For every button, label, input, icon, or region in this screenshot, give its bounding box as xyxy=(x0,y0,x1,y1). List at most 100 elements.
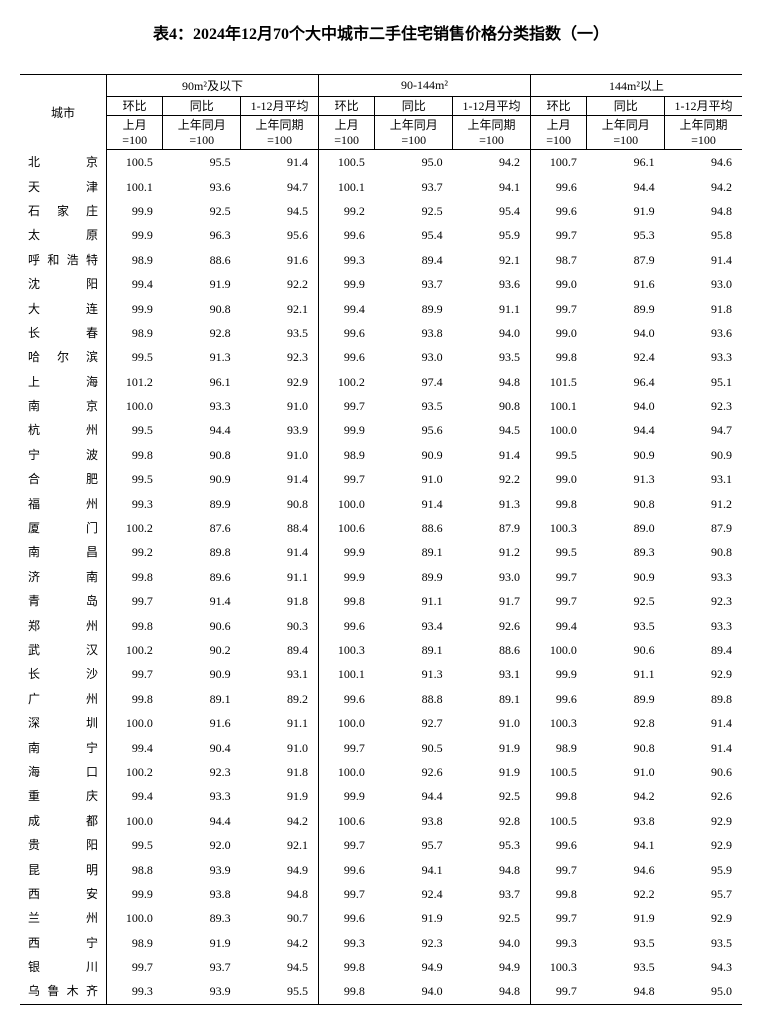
data-cell: 99.7 xyxy=(530,297,586,321)
header-sub2: 上年同月=100 xyxy=(587,116,665,150)
data-cell: 100.1 xyxy=(318,175,374,199)
table-row: 兰 州100.089.390.799.691.992.599.791.992.9 xyxy=(20,906,742,930)
city-cell: 石 家 庄 xyxy=(20,199,107,223)
header-mom: 环比 xyxy=(530,97,586,116)
city-cell: 天 津 xyxy=(20,175,107,199)
data-cell: 100.1 xyxy=(107,175,163,199)
table-row: 长 春98.992.893.599.693.894.099.094.093.6 xyxy=(20,321,742,345)
data-cell: 99.0 xyxy=(530,321,586,345)
data-cell: 89.3 xyxy=(163,906,241,930)
data-cell: 93.7 xyxy=(453,882,531,906)
data-cell: 99.9 xyxy=(318,418,374,442)
data-cell: 94.0 xyxy=(453,931,531,955)
data-cell: 93.9 xyxy=(163,979,241,1004)
data-cell: 88.6 xyxy=(375,516,453,540)
data-cell: 94.5 xyxy=(241,199,319,223)
data-cell: 93.4 xyxy=(375,614,453,638)
data-cell: 93.7 xyxy=(163,955,241,979)
data-cell: 91.6 xyxy=(241,248,319,272)
data-cell: 99.6 xyxy=(318,223,374,247)
table-row: 南 宁99.490.491.099.790.591.998.990.891.4 xyxy=(20,736,742,760)
data-cell: 87.6 xyxy=(163,516,241,540)
data-cell: 99.8 xyxy=(107,443,163,467)
data-cell: 92.8 xyxy=(587,711,665,735)
data-cell: 91.9 xyxy=(241,784,319,808)
data-cell: 94.8 xyxy=(453,370,531,394)
data-cell: 99.8 xyxy=(530,784,586,808)
data-cell: 97.4 xyxy=(375,370,453,394)
data-cell: 91.9 xyxy=(453,736,531,760)
data-cell: 94.5 xyxy=(453,418,531,442)
table-row: 银 川99.793.794.599.894.994.9100.393.594.3 xyxy=(20,955,742,979)
data-cell: 92.5 xyxy=(587,589,665,613)
data-cell: 98.9 xyxy=(107,931,163,955)
city-cell: 大 连 xyxy=(20,297,107,321)
data-cell: 88.4 xyxy=(241,516,319,540)
data-cell: 89.9 xyxy=(375,565,453,589)
data-cell: 95.0 xyxy=(665,979,742,1004)
data-cell: 91.1 xyxy=(375,589,453,613)
data-cell: 99.5 xyxy=(107,418,163,442)
data-cell: 99.5 xyxy=(530,540,586,564)
city-cell: 北 京 xyxy=(20,150,107,175)
data-cell: 93.5 xyxy=(665,931,742,955)
data-cell: 93.5 xyxy=(241,321,319,345)
data-cell: 96.1 xyxy=(587,150,665,175)
city-cell: 沈 阳 xyxy=(20,272,107,296)
data-cell: 91.1 xyxy=(241,565,319,589)
city-cell: 海 口 xyxy=(20,760,107,784)
data-cell: 99.7 xyxy=(530,589,586,613)
data-cell: 93.8 xyxy=(587,809,665,833)
data-cell: 100.5 xyxy=(318,150,374,175)
data-cell: 99.8 xyxy=(318,979,374,1004)
data-cell: 90.8 xyxy=(241,492,319,516)
data-cell: 99.9 xyxy=(530,662,586,686)
data-cell: 92.1 xyxy=(241,833,319,857)
data-cell: 93.3 xyxy=(665,565,742,589)
data-cell: 90.8 xyxy=(163,443,241,467)
data-cell: 99.5 xyxy=(107,467,163,491)
data-cell: 92.2 xyxy=(587,882,665,906)
data-cell: 99.3 xyxy=(107,979,163,1004)
data-cell: 100.2 xyxy=(107,760,163,784)
data-cell: 99.3 xyxy=(318,931,374,955)
data-cell: 100.3 xyxy=(530,955,586,979)
data-cell: 93.8 xyxy=(163,882,241,906)
header-mom: 环比 xyxy=(318,97,374,116)
data-cell: 99.8 xyxy=(318,955,374,979)
data-cell: 100.6 xyxy=(318,516,374,540)
data-cell: 93.5 xyxy=(453,345,531,369)
data-cell: 87.9 xyxy=(665,516,742,540)
data-cell: 88.6 xyxy=(163,248,241,272)
data-cell: 91.1 xyxy=(587,662,665,686)
data-cell: 91.1 xyxy=(453,297,531,321)
table-row: 石 家 庄99.992.594.599.292.595.499.691.994.… xyxy=(20,199,742,223)
table-row: 重 庆99.493.391.999.994.492.599.894.292.6 xyxy=(20,784,742,808)
data-cell: 91.7 xyxy=(453,589,531,613)
table-row: 郑 州99.890.690.399.693.492.699.493.593.3 xyxy=(20,614,742,638)
data-cell: 93.1 xyxy=(241,662,319,686)
data-cell: 93.5 xyxy=(587,955,665,979)
header-sub1: 上月=100 xyxy=(318,116,374,150)
data-cell: 90.8 xyxy=(587,492,665,516)
table-row: 长 沙99.790.993.1100.191.393.199.991.192.9 xyxy=(20,662,742,686)
data-cell: 99.3 xyxy=(318,248,374,272)
data-cell: 99.8 xyxy=(530,492,586,516)
data-cell: 87.9 xyxy=(587,248,665,272)
data-cell: 89.9 xyxy=(375,297,453,321)
data-cell: 89.1 xyxy=(375,638,453,662)
data-cell: 93.0 xyxy=(375,345,453,369)
city-cell: 福 州 xyxy=(20,492,107,516)
data-cell: 95.4 xyxy=(453,199,531,223)
data-cell: 94.6 xyxy=(587,858,665,882)
data-cell: 99.8 xyxy=(530,345,586,369)
data-cell: 89.4 xyxy=(375,248,453,272)
data-cell: 94.0 xyxy=(587,394,665,418)
data-cell: 94.7 xyxy=(241,175,319,199)
header-yoy: 同比 xyxy=(587,97,665,116)
data-cell: 92.5 xyxy=(453,784,531,808)
city-cell: 呼和浩特 xyxy=(20,248,107,272)
data-cell: 93.3 xyxy=(665,614,742,638)
data-cell: 93.5 xyxy=(375,394,453,418)
data-cell: 99.0 xyxy=(530,272,586,296)
